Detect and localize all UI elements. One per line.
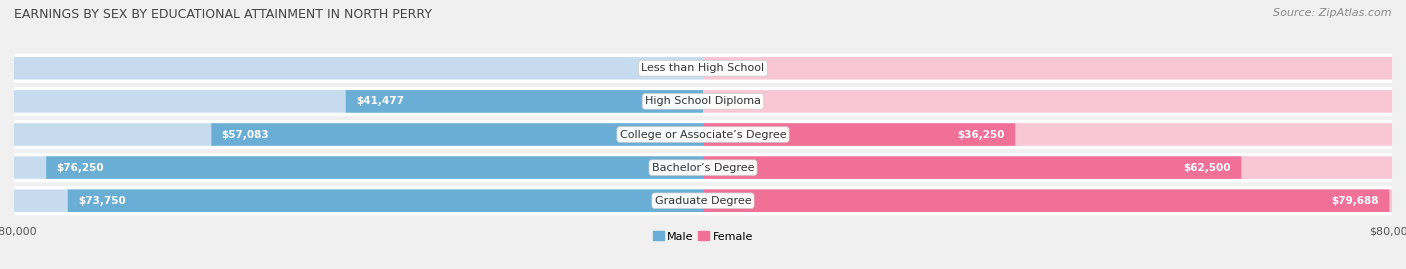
FancyBboxPatch shape bbox=[14, 153, 1392, 182]
Text: $57,083: $57,083 bbox=[222, 129, 270, 140]
FancyBboxPatch shape bbox=[211, 123, 703, 146]
FancyBboxPatch shape bbox=[14, 186, 1392, 215]
FancyBboxPatch shape bbox=[14, 54, 1392, 83]
FancyBboxPatch shape bbox=[703, 156, 1392, 179]
Text: $0: $0 bbox=[713, 63, 727, 73]
FancyBboxPatch shape bbox=[14, 57, 703, 80]
FancyBboxPatch shape bbox=[14, 156, 703, 179]
Text: College or Associate’s Degree: College or Associate’s Degree bbox=[620, 129, 786, 140]
Text: $62,500: $62,500 bbox=[1184, 162, 1232, 173]
FancyBboxPatch shape bbox=[67, 189, 703, 212]
Text: Bachelor’s Degree: Bachelor’s Degree bbox=[652, 162, 754, 173]
FancyBboxPatch shape bbox=[14, 120, 1392, 149]
FancyBboxPatch shape bbox=[14, 90, 703, 113]
FancyBboxPatch shape bbox=[14, 189, 703, 212]
FancyBboxPatch shape bbox=[703, 189, 1392, 212]
FancyBboxPatch shape bbox=[703, 156, 1241, 179]
Text: $0: $0 bbox=[679, 63, 693, 73]
Text: EARNINGS BY SEX BY EDUCATIONAL ATTAINMENT IN NORTH PERRY: EARNINGS BY SEX BY EDUCATIONAL ATTAINMEN… bbox=[14, 8, 432, 21]
Legend: Male, Female: Male, Female bbox=[648, 227, 758, 246]
Text: $41,477: $41,477 bbox=[356, 96, 404, 107]
FancyBboxPatch shape bbox=[346, 90, 703, 113]
Text: $36,250: $36,250 bbox=[957, 129, 1005, 140]
Text: Less than High School: Less than High School bbox=[641, 63, 765, 73]
Text: Source: ZipAtlas.com: Source: ZipAtlas.com bbox=[1274, 8, 1392, 18]
Text: $76,250: $76,250 bbox=[56, 162, 104, 173]
FancyBboxPatch shape bbox=[703, 123, 1392, 146]
Text: High School Diploma: High School Diploma bbox=[645, 96, 761, 107]
Text: $73,750: $73,750 bbox=[79, 196, 127, 206]
FancyBboxPatch shape bbox=[14, 87, 1392, 116]
FancyBboxPatch shape bbox=[703, 123, 1015, 146]
Text: $79,688: $79,688 bbox=[1331, 196, 1379, 206]
FancyBboxPatch shape bbox=[703, 90, 1392, 113]
FancyBboxPatch shape bbox=[46, 156, 703, 179]
FancyBboxPatch shape bbox=[703, 189, 1389, 212]
Text: Graduate Degree: Graduate Degree bbox=[655, 196, 751, 206]
FancyBboxPatch shape bbox=[703, 57, 1392, 80]
Text: $0: $0 bbox=[713, 96, 727, 107]
FancyBboxPatch shape bbox=[14, 123, 703, 146]
